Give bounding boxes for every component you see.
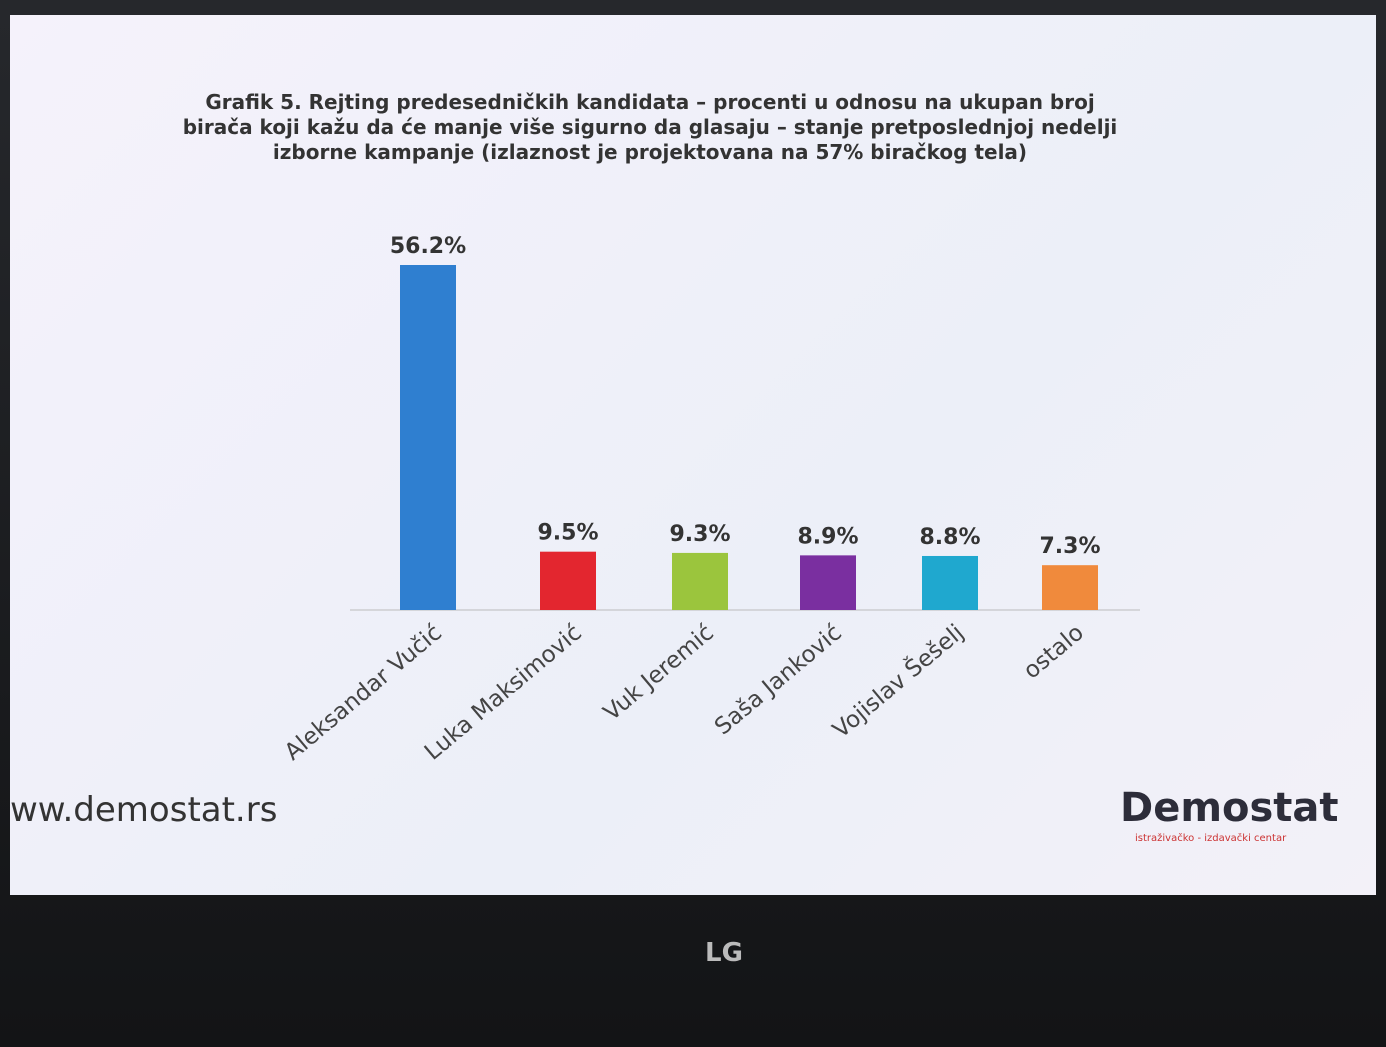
- value-label: 7.3%: [1039, 534, 1100, 559]
- bar: [672, 552, 728, 610]
- x-tick-label: Saša Janković: [710, 620, 847, 741]
- value-label: 56.2%: [390, 234, 466, 259]
- tv-brand: LG: [705, 938, 743, 968]
- bar: [922, 555, 978, 610]
- logo-subtitle: istraživačko - izdavački centar: [1135, 833, 1287, 844]
- value-label: 9.3%: [669, 522, 730, 547]
- logo: Demostat: [1120, 785, 1339, 831]
- bar: [540, 551, 596, 610]
- bar: [800, 555, 856, 610]
- bar: [1042, 565, 1098, 610]
- chart-title: Grafik 5. Rejting predesedničkih kandida…: [182, 90, 1118, 164]
- screen: Grafik 5. Rejting predesedničkih kandida…: [10, 15, 1376, 895]
- value-label: 8.8%: [919, 525, 980, 550]
- x-tick-label: Luka Maksimović: [420, 620, 587, 766]
- value-label: 8.9%: [797, 524, 858, 549]
- x-tick-label: Vojislav Šešelj: [827, 618, 969, 743]
- value-label: 9.5%: [537, 521, 598, 546]
- x-tick-label: ostalo: [1019, 620, 1089, 685]
- website: ww.demostat.rs: [10, 790, 278, 830]
- bar: [400, 265, 456, 610]
- x-tick-label: Vuk Jeremić: [599, 620, 719, 727]
